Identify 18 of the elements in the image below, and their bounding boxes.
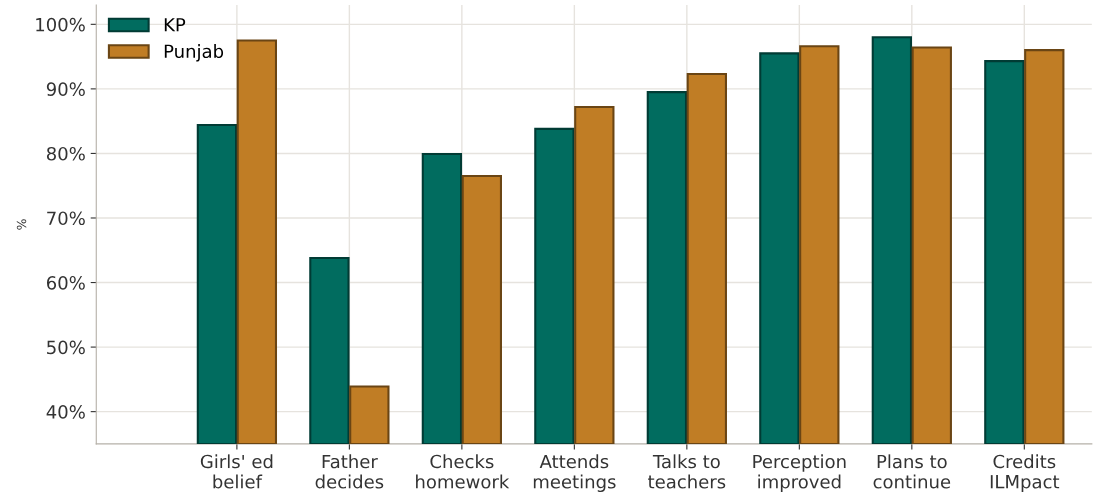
x-tick-label: Talks to teachers <box>648 454 726 489</box>
y-axis-title: % <box>16 219 27 230</box>
legend-label: Punjab <box>164 44 224 62</box>
y-tick-label: 90% <box>46 82 85 96</box>
y-tick-label: 40% <box>46 405 85 419</box>
x-tick-label: Credits ILMpact <box>990 454 1060 493</box>
x-tick-label: Perception improved <box>753 454 846 493</box>
y-tick-label: 60% <box>46 276 85 290</box>
legend-label: KP <box>164 18 186 32</box>
y-tick-label: 70% <box>47 211 85 226</box>
x-tick-label: Father decides <box>315 454 384 489</box>
x-tick-label: Plans to continue <box>873 454 951 489</box>
y-tick-label: 50% <box>47 340 85 355</box>
x-tick-label: Checks homework <box>416 454 510 489</box>
y-tick-label: 80% <box>46 146 85 161</box>
y-tick-label: 100% <box>36 17 85 32</box>
x-tick-label: Attends meetings <box>533 454 616 493</box>
x-tick-label: Girls' ed belief <box>200 454 273 489</box>
